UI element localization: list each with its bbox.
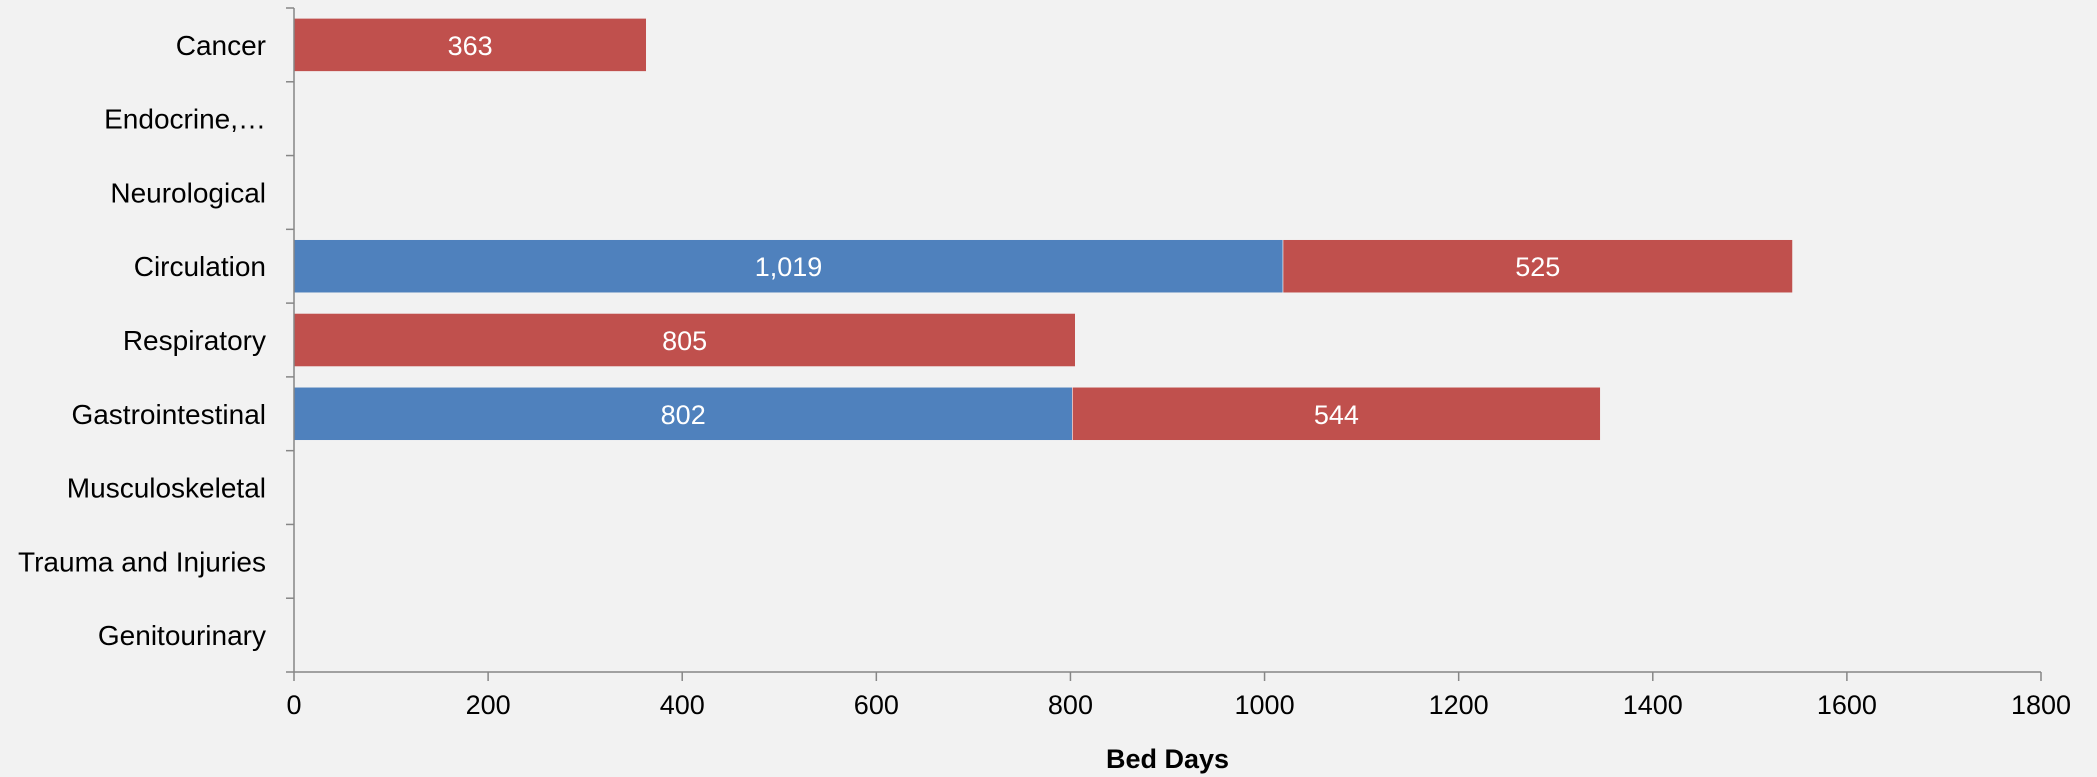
category-label: Circulation xyxy=(134,251,266,282)
x-tick-label: 200 xyxy=(466,690,511,720)
bar-series2-4 xyxy=(293,313,1076,367)
axes-layer xyxy=(286,7,2042,681)
x-tick-label: 400 xyxy=(660,690,705,720)
data-label: 802 xyxy=(661,400,706,430)
bar-series2-5 xyxy=(1072,386,1601,441)
x-tick-label: 800 xyxy=(1048,690,1093,720)
category-label: Cancer xyxy=(176,30,266,61)
category-label: Trauma and Injuries xyxy=(18,546,266,577)
data-label: 544 xyxy=(1314,400,1359,430)
bar-series1-5 xyxy=(293,386,1073,441)
data-label: 363 xyxy=(448,31,493,61)
x-tick-label: 1600 xyxy=(1817,690,1877,720)
x-tick-label: 0 xyxy=(286,690,301,720)
category-label: Respiratory xyxy=(123,325,266,356)
x-tick-label: 600 xyxy=(854,690,899,720)
bars-layer xyxy=(293,18,1793,441)
category-label: Endocrine,… xyxy=(104,104,266,135)
bar-series2-0 xyxy=(293,18,647,72)
bar-series1-3 xyxy=(293,239,1284,294)
data-label: 805 xyxy=(662,326,707,356)
x-tick-label: 1400 xyxy=(1623,690,1683,720)
category-label: Neurological xyxy=(110,177,266,208)
bar-series2-3 xyxy=(1282,239,1793,294)
category-label: Gastrointestinal xyxy=(71,399,266,430)
x-tick-label: 1200 xyxy=(1429,690,1489,720)
x-tick-label: 1800 xyxy=(2011,690,2071,720)
data-label: 1,019 xyxy=(755,252,823,282)
category-label: Genitourinary xyxy=(98,620,266,651)
category-label: Musculoskeletal xyxy=(67,473,266,504)
data-label: 525 xyxy=(1515,252,1560,282)
x-axis-title: Bed Days xyxy=(1106,744,1229,774)
x-tick-label: 1000 xyxy=(1235,690,1295,720)
labels-layer: 363 Cancer Endocrine,… Neurological 1,019 525… xyxy=(18,30,2071,720)
